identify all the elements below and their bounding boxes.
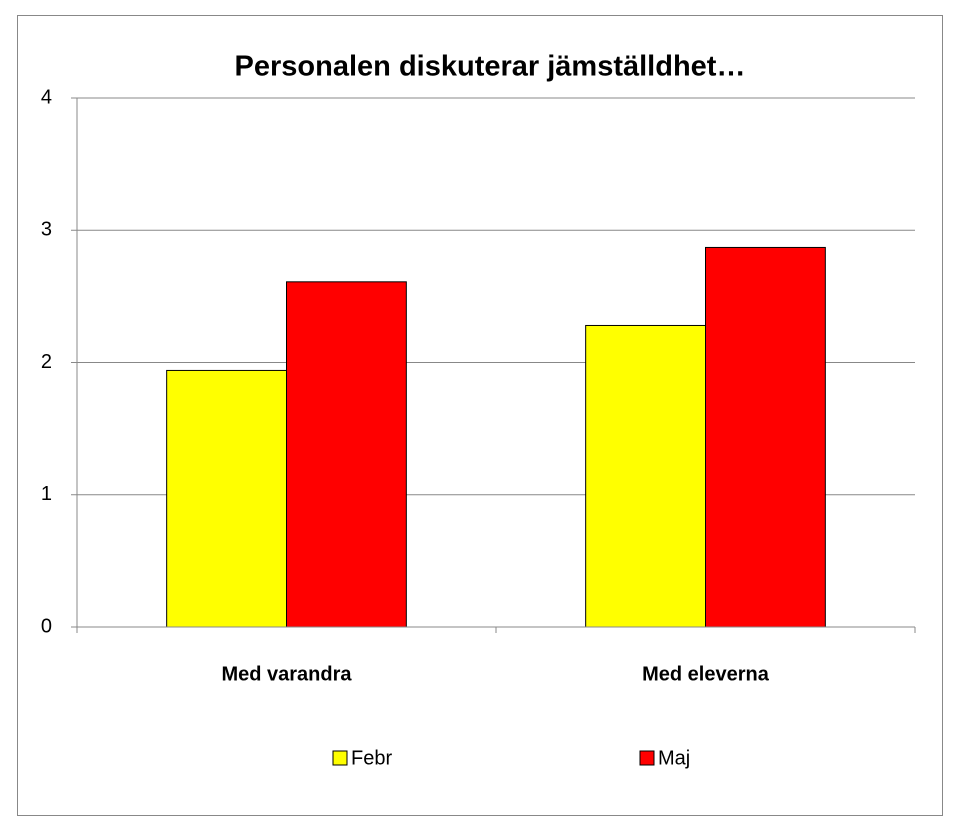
chart-title: Personalen diskuterar jämställdhet… xyxy=(235,51,746,83)
legend-swatch xyxy=(639,750,655,766)
x-tick-label: Med varandra xyxy=(221,663,352,685)
y-tick-label: 3 xyxy=(41,219,52,241)
y-tick-label: 0 xyxy=(41,615,52,637)
legend-label: Febr xyxy=(351,747,392,769)
legend-label: Maj xyxy=(658,747,690,769)
y-tick-label: 4 xyxy=(41,86,52,108)
bar xyxy=(286,281,407,628)
y-tick-label: 1 xyxy=(41,483,52,505)
x-tick-label: Med eleverna xyxy=(642,663,770,685)
legend-swatch xyxy=(332,750,348,766)
y-tick-label: 2 xyxy=(41,351,52,373)
bar xyxy=(166,369,287,628)
bar xyxy=(585,324,707,628)
bar xyxy=(705,246,826,628)
